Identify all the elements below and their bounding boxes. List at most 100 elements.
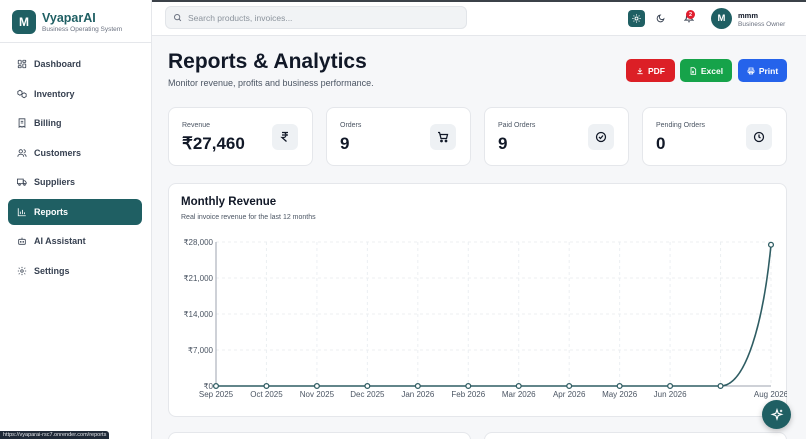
check-circle-icon	[588, 124, 614, 150]
y-tick-label: ₹7,000	[188, 346, 214, 355]
data-point	[263, 382, 270, 390]
sidebar-item-label: AI Assistant	[34, 236, 86, 246]
chart-title: Monthly Revenue	[181, 196, 277, 208]
y-tick-label: ₹14,000	[183, 310, 213, 319]
sidebar-divider	[0, 42, 151, 43]
data-point	[364, 382, 371, 390]
download-icon	[637, 67, 643, 74]
user-name[interactable]: mmm	[738, 11, 759, 20]
bot-icon	[17, 236, 27, 246]
sidebar-item-reports[interactable]: Reports	[8, 198, 142, 225]
stat-value: 9	[498, 134, 508, 153]
data-point	[616, 382, 623, 390]
boxes-icon	[17, 89, 27, 99]
users-icon	[17, 148, 27, 158]
sidebar-item-suppliers[interactable]: Suppliers	[8, 169, 142, 195]
avatar[interactable]: M	[711, 8, 732, 29]
data-point	[515, 382, 522, 390]
stat-value: 0	[656, 134, 666, 153]
print-button[interactable]: Print	[738, 59, 787, 82]
brand-name: VyaparAI	[42, 10, 96, 25]
sparkles-icon	[769, 407, 784, 421]
printer-icon	[747, 67, 755, 74]
dark-theme-button[interactable]	[652, 10, 669, 27]
stat-card-paid-orders: Paid Orders 9	[484, 107, 629, 166]
x-tick-label: Jun 2026	[654, 390, 687, 399]
x-tick-label: Nov 2025	[300, 390, 335, 399]
export-pdf-label: PDF	[648, 65, 665, 76]
stat-card-revenue: Revenue ₹27,460	[168, 107, 313, 166]
gear-icon	[17, 266, 27, 276]
search-icon	[173, 9, 182, 27]
stat-value: 9	[340, 134, 350, 153]
sidebar-item-label: Customers	[34, 147, 82, 158]
moon-icon	[656, 14, 665, 23]
data-point	[767, 241, 775, 248]
truck-icon	[17, 177, 27, 187]
sidebar-item-ai-assistant[interactable]: AI Assistant	[8, 228, 142, 254]
x-tick-label: Oct 2025	[250, 390, 283, 399]
data-point	[667, 382, 674, 390]
bottom-card-right	[484, 432, 787, 439]
sidebar-item-label: Settings	[34, 265, 70, 276]
stat-label: Pending Orders	[656, 122, 706, 129]
sidebar-item-label: Billing	[34, 118, 62, 128]
bar-chart-icon	[17, 207, 27, 217]
chart-subtitle: Real invoice revenue for the last 12 mon…	[181, 214, 316, 221]
page-title: Reports & Analytics	[168, 50, 367, 73]
spreadsheet-icon	[690, 66, 696, 75]
sidebar-item-dashboard[interactable]: Dashboard	[8, 51, 142, 77]
sidebar-item-inventory[interactable]: Inventory	[8, 81, 142, 107]
data-point	[313, 382, 320, 390]
stat-card-orders: Orders 9	[326, 107, 471, 166]
status-bar-url: https://vyaparai-rsc7.onrender.com/repor…	[0, 431, 110, 439]
brand-tagline: Business Operating System	[42, 25, 123, 33]
page-subtitle: Monitor revenue, profits and business pe…	[168, 78, 374, 88]
x-tick-label: Dec 2025	[350, 390, 385, 399]
notification-badge: 2	[686, 10, 695, 19]
sidebar-item-customers[interactable]: Customers	[8, 140, 142, 166]
topbar: 2 M mmm Business Owner	[152, 0, 806, 36]
data-point	[414, 382, 421, 390]
sidebar-item-label: Reports	[34, 206, 69, 217]
y-tick-label: ₹0	[203, 382, 213, 391]
sidebar: M VyaparAI Business Operating System Das…	[0, 0, 152, 439]
stat-value: ₹27,460	[182, 134, 245, 153]
sidebar-nav: Dashboard Inventory Billing Customers Su…	[8, 51, 142, 287]
y-tick-label: ₹28,000	[183, 238, 213, 247]
stat-card-pending-orders: Pending Orders 0	[642, 107, 787, 166]
sun-icon	[632, 14, 641, 23]
search-box[interactable]	[165, 6, 467, 29]
ai-assistant-fab[interactable]	[762, 400, 791, 429]
data-point	[465, 382, 472, 390]
user-role: Business Owner	[738, 21, 786, 28]
rupee-icon	[272, 124, 298, 150]
x-tick-label: Mar 2026	[502, 390, 536, 399]
search-input[interactable]	[188, 12, 458, 23]
x-tick-label: Apr 2026	[553, 390, 586, 399]
x-tick-label: Sep 2025	[199, 390, 234, 399]
revenue-line-chart: ₹0 ₹7,000 ₹14,000 ₹21,000 ₹28,000 Sep 2025 Oct…	[183, 238, 787, 399]
bottom-card-left	[168, 432, 471, 439]
brand[interactable]: M VyaparAI Business Operating System	[0, 4, 151, 40]
export-excel-button[interactable]: Excel	[680, 59, 732, 82]
monthly-revenue-card	[168, 183, 787, 417]
export-pdf-button[interactable]: PDF	[626, 59, 675, 82]
x-tick-label: Jan 2026	[401, 390, 434, 399]
data-point	[717, 382, 724, 390]
light-theme-button[interactable]	[628, 10, 645, 27]
receipt-icon	[17, 118, 27, 128]
x-tick-label: Aug 2026	[754, 390, 787, 399]
data-point	[212, 382, 220, 390]
revenue-series-line	[216, 244, 772, 387]
sidebar-item-billing[interactable]: Billing	[8, 110, 142, 136]
stat-label: Orders	[340, 122, 362, 129]
sidebar-item-settings[interactable]: Settings	[8, 258, 142, 284]
stat-label: Paid Orders	[498, 122, 536, 129]
export-excel-label: Excel	[700, 65, 724, 76]
cart-icon	[430, 124, 456, 150]
data-point	[566, 382, 573, 390]
sidebar-item-label: Suppliers	[34, 177, 76, 187]
print-label: Print	[758, 65, 779, 76]
sidebar-item-label: Inventory	[34, 88, 75, 99]
